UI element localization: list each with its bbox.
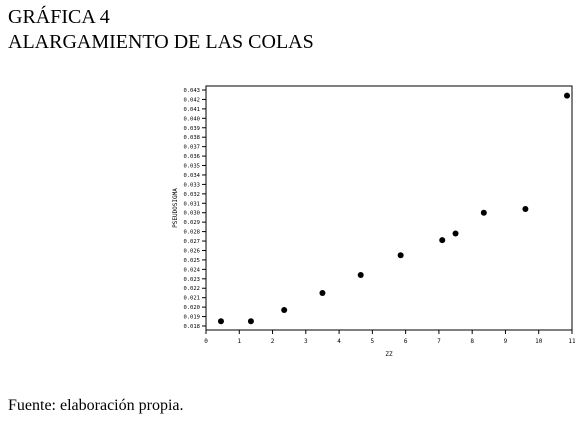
y-tick-label: 0.037 xyxy=(183,145,200,151)
scatter-chart: 0.018 0.019 0.020 0.021 0.022 0.023 0.024 0.025… xyxy=(172,85,575,358)
x-tick-label: 9 xyxy=(504,338,508,345)
x-tick-label: 2 xyxy=(271,338,275,345)
y-tick-label: 0.029 xyxy=(183,220,200,226)
y-tick-label: 0.033 xyxy=(183,182,200,188)
x-tick-label: 4 xyxy=(337,338,341,345)
data-point xyxy=(247,318,254,325)
data-point xyxy=(480,209,487,216)
x-axis-label: ZZ xyxy=(385,351,393,358)
x-tick-label: 5 xyxy=(371,338,375,345)
y-tick-label: 0.020 xyxy=(183,305,200,311)
y-tick-label: 0.034 xyxy=(183,173,200,179)
y-tick-label: 0.031 xyxy=(183,201,200,207)
source-note: Fuente: elaboración propia. xyxy=(8,397,184,414)
y-tick-label: 0.035 xyxy=(183,164,200,170)
y-tick-label: 0.023 xyxy=(183,277,200,283)
y-tick-label: 0.032 xyxy=(183,192,200,198)
y-tick-label: 0.021 xyxy=(183,296,200,302)
y-tick-label: 0.027 xyxy=(183,239,200,245)
x-tick-label: 7 xyxy=(437,338,441,345)
data-point xyxy=(357,272,364,279)
y-tick-label: 0.040 xyxy=(183,116,200,122)
y-tick-label: 0.030 xyxy=(183,211,200,217)
x-tick-label: 6 xyxy=(404,338,408,345)
data-points xyxy=(217,92,571,325)
y-tick-label: 0.039 xyxy=(183,126,200,132)
data-point xyxy=(522,205,529,212)
x-tick-label: 8 xyxy=(470,338,474,345)
y-tick-label: 0.043 xyxy=(183,88,200,94)
x-axis: 0 1 2 3 4 5 6 7 8 9 10 11 xyxy=(204,330,575,345)
y-tick-label: 0.026 xyxy=(183,248,200,254)
data-point xyxy=(397,252,404,259)
chart-title: GRÁFICA 4 xyxy=(8,6,110,28)
data-point xyxy=(564,92,571,99)
y-tick-label: 0.024 xyxy=(183,267,200,273)
x-tick-label: 11 xyxy=(568,338,575,345)
data-point xyxy=(217,318,224,325)
data-point xyxy=(439,237,446,244)
plot-frame xyxy=(205,85,573,331)
x-tick-label: 3 xyxy=(304,338,308,345)
data-point xyxy=(281,306,288,313)
y-tick-label: 0.019 xyxy=(183,315,200,321)
y-axis-label: PSEUDOSIGMA xyxy=(172,188,179,228)
y-tick-label: 0.028 xyxy=(183,230,200,236)
y-tick-label: 0.018 xyxy=(183,324,200,330)
y-tick-label: 0.022 xyxy=(183,286,200,292)
data-point xyxy=(452,230,459,237)
x-tick-label: 10 xyxy=(535,338,543,345)
x-tick-label: 1 xyxy=(237,338,241,345)
y-tick-label: 0.025 xyxy=(183,258,200,264)
chart-subtitle: ALARGAMIENTO DE LAS COLAS xyxy=(8,31,314,53)
data-point xyxy=(319,289,326,296)
y-tick-label: 0.036 xyxy=(183,154,200,160)
y-tick-label: 0.042 xyxy=(183,97,200,103)
y-tick-label: 0.038 xyxy=(183,135,200,141)
y-tick-label: 0.041 xyxy=(183,107,200,113)
x-tick-label: 0 xyxy=(204,338,208,345)
y-axis: 0.018 0.019 0.020 0.021 0.022 0.023 0.024 0.025… xyxy=(183,88,206,330)
